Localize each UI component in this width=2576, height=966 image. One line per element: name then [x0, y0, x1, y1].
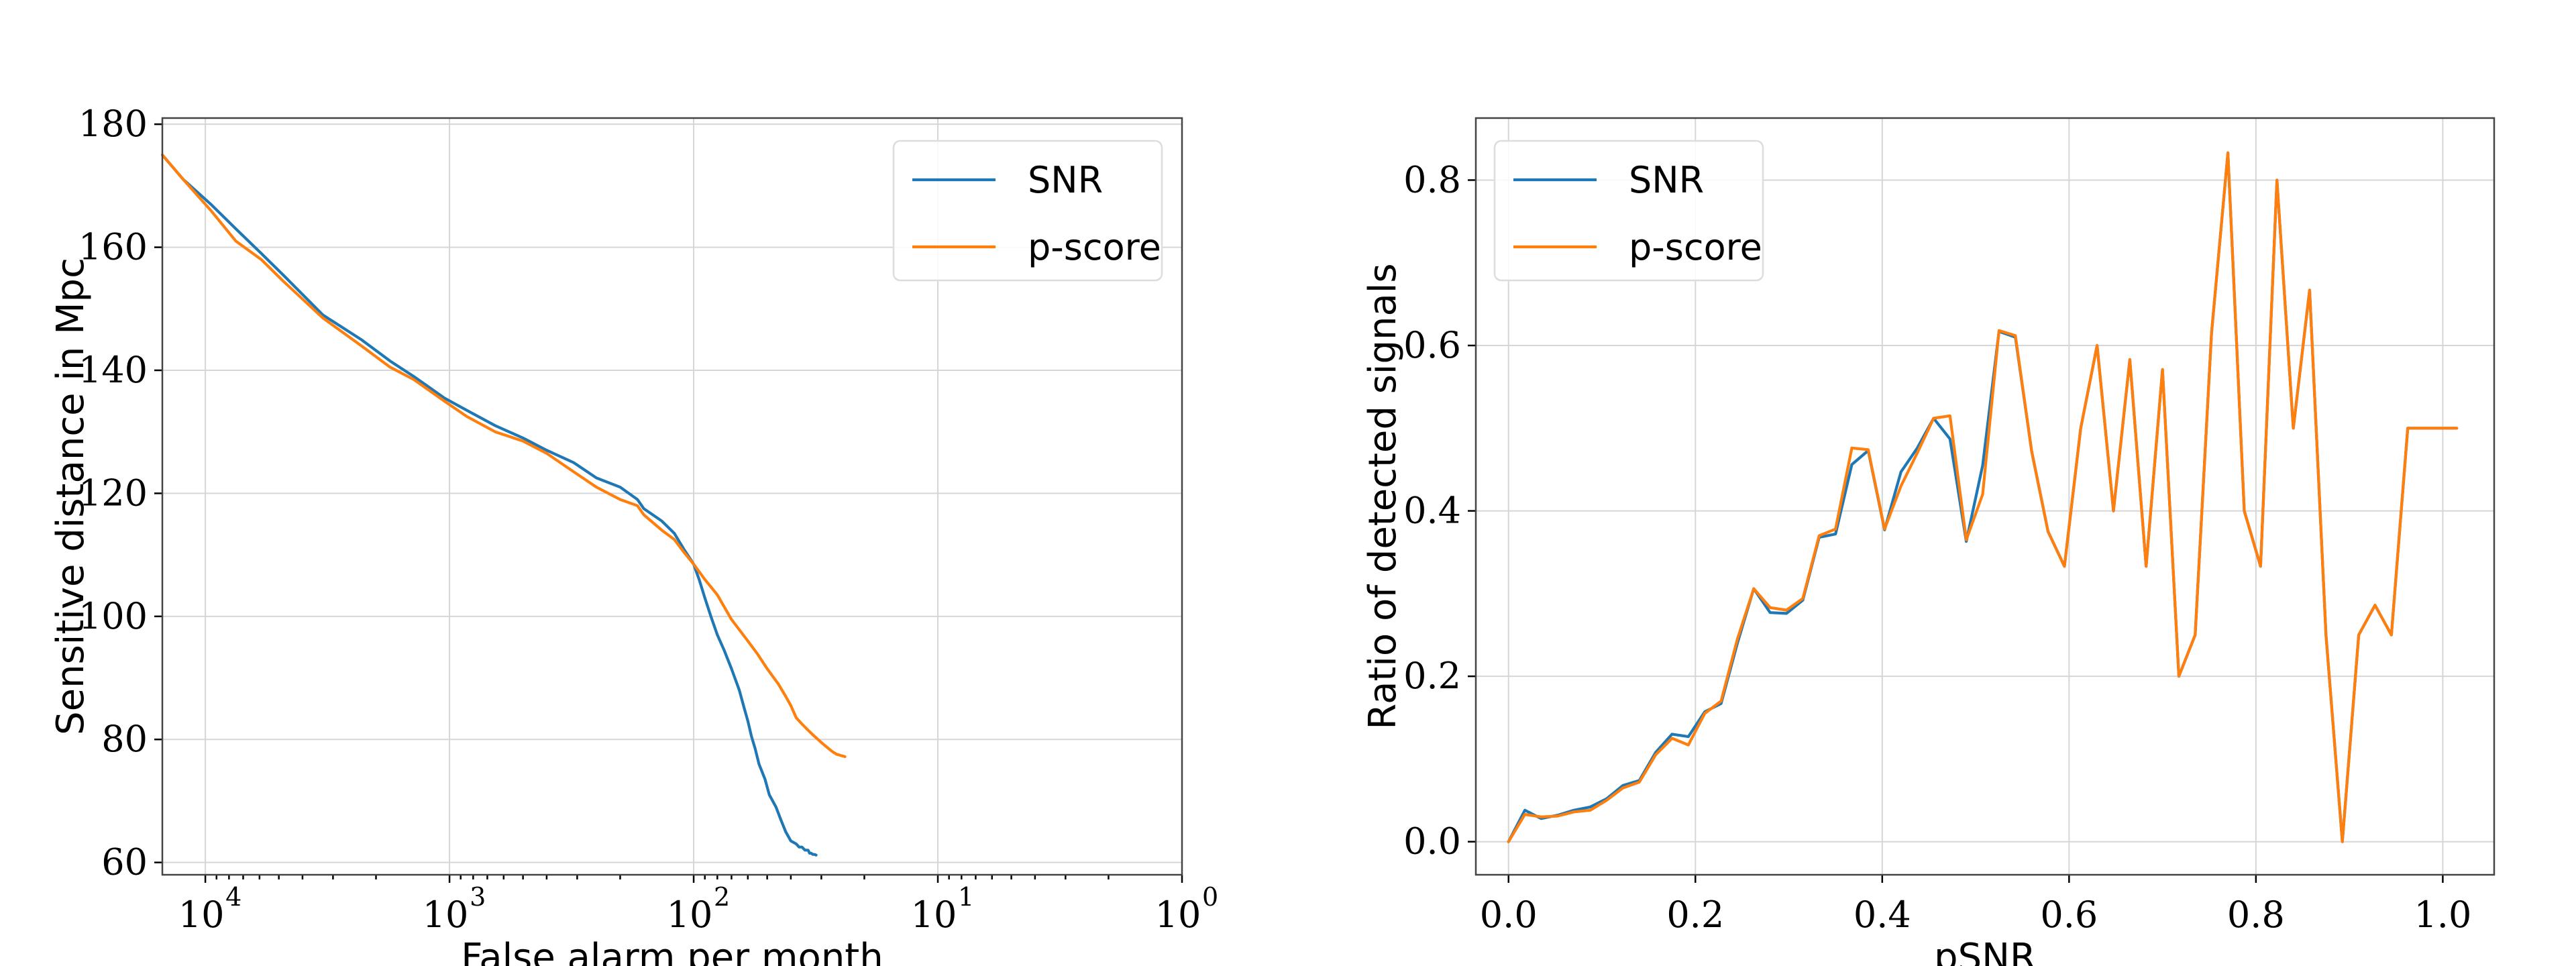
x-tick-label: 10: [667, 894, 713, 936]
x-tick-label: 10: [911, 894, 957, 936]
legend-label: SNR: [1629, 159, 1704, 201]
x-tick-label: 0.4: [1854, 894, 1911, 936]
series-line-p-score: [1507, 151, 2459, 843]
x-ticks: 0.0 0.2 0.4 0.6 0.8 1.0: [1480, 875, 2471, 936]
legend-label: SNR: [1028, 159, 1103, 201]
x-tick-label: 0.6: [2040, 894, 2098, 936]
series-lines: [160, 153, 847, 857]
series-lines: [1507, 151, 2459, 843]
x-axis-label: pSNR: [1934, 936, 2036, 966]
y-tick-label: 100: [78, 595, 148, 637]
right-chart: 0.0 0.2 0.4 0.6 0.8 1.0 0.0 0.2 0.4 0.6 0.8 SNR p-sc…: [1361, 117, 2496, 966]
legend-label: p-score: [1028, 226, 1161, 268]
y-tick-label: 160: [78, 226, 148, 268]
x-tick-label: 0.8: [2227, 894, 2285, 936]
legend: SNR p-score: [892, 140, 1163, 282]
x-ticks: 10 4 10 3 10 2 10 1 10 0: [178, 875, 1218, 936]
y-axis-label: Sensitive distance in Mpc: [49, 258, 93, 735]
x-tick-label: 10: [1155, 894, 1201, 936]
x-tick-label: 0.0: [1480, 894, 1538, 936]
x-tick-exponent: 4: [225, 882, 241, 912]
x-tick-exponent: 3: [470, 882, 486, 912]
x-tick-label: 10: [423, 894, 469, 936]
x-tick-label: 10: [178, 894, 225, 936]
x-tick-exponent: 0: [1202, 882, 1218, 912]
left-chart: 10 4 10 3 10 2 10 1 10 06080100120140160180SNRp-s…: [49, 103, 1218, 966]
x-tick-exponent: 1: [958, 882, 974, 912]
y-ticks: 60 80 100 120 140 160 180: [78, 103, 162, 883]
x-tick-exponent: 2: [714, 882, 730, 912]
x-axis-label: False alarm per month: [461, 936, 883, 966]
legend-label: p-score: [1629, 226, 1762, 268]
y-tick-label: 80: [101, 718, 148, 760]
y-tick-label: 0.6: [1403, 324, 1461, 366]
x-tick-label: 0.2: [1666, 894, 1724, 936]
y-tick-label: 0.2: [1403, 655, 1461, 697]
series-line-p-score: [160, 153, 847, 759]
plot-frame: [1474, 117, 2496, 876]
series-line-snr: [160, 153, 818, 857]
legend: SNR p-score: [1493, 140, 1764, 282]
y-tick-label: 0.0: [1403, 820, 1461, 863]
y-tick-label: 0.8: [1403, 158, 1461, 201]
y-tick-label: 140: [78, 349, 148, 391]
y-axis-label: Ratio of detected signals: [1361, 263, 1405, 729]
y-tick-label: 60: [101, 841, 148, 883]
plot-frame: [161, 117, 1183, 876]
y-tick-label: 0.4: [1403, 490, 1461, 532]
x-tick-label: 1.0: [2414, 894, 2471, 936]
y-ticks: 0.0 0.2 0.4 0.6 0.8: [1403, 158, 1476, 863]
y-tick-label: 180: [78, 103, 148, 145]
y-tick-label: 120: [78, 472, 148, 514]
